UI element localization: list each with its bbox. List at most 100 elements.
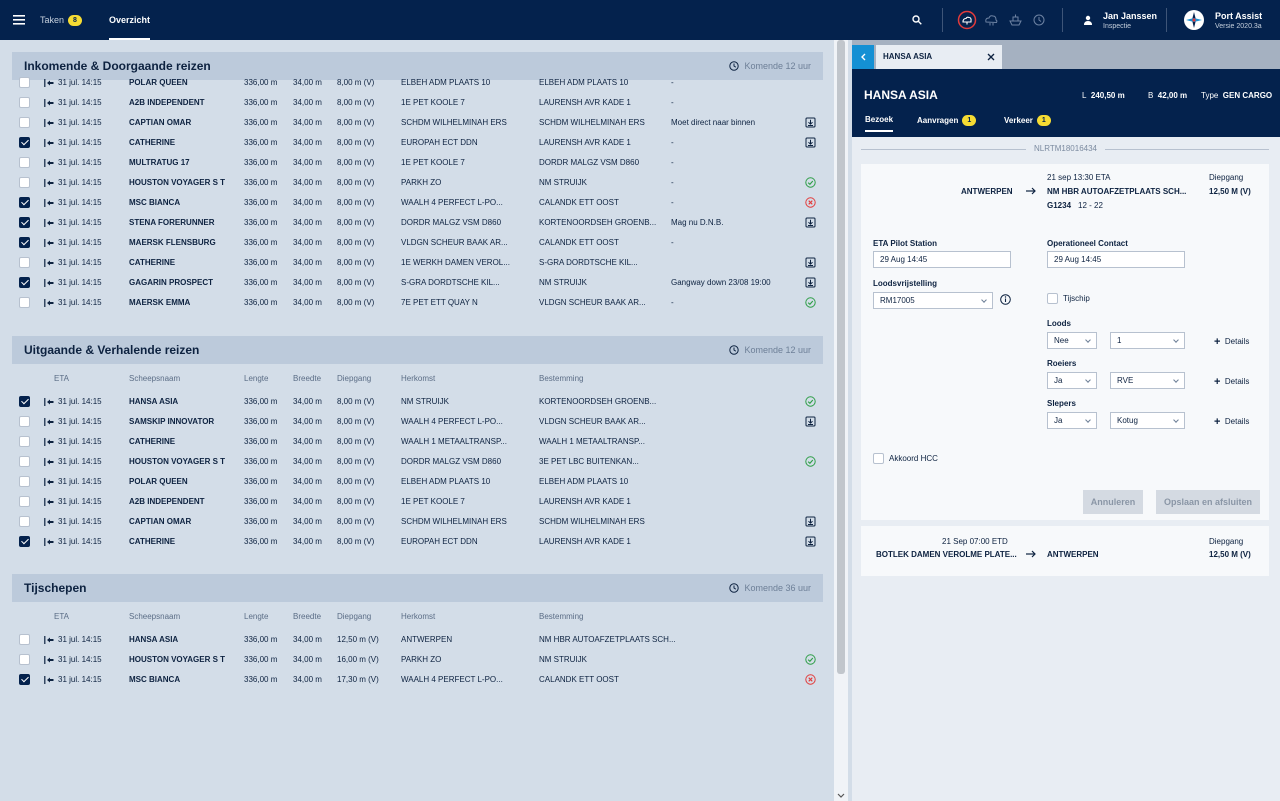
table-row[interactable]: 31 jul. 14:15 POLAR QUEEN 336,00 m 34,00 m 8… — [12, 73, 823, 93]
section-time-filter[interactable]: Komende 12 uur — [729, 52, 811, 80]
row-checkbox[interactable] — [19, 117, 30, 128]
table-row[interactable]: 31 jul. 14:15 GAGARIN PROSPECT 336,00 m 34,… — [12, 273, 823, 293]
nav-overview[interactable]: Overzicht — [109, 0, 151, 40]
row-checkbox[interactable] — [19, 536, 30, 547]
row-checkbox[interactable] — [19, 476, 30, 487]
column-header-length[interactable]: Lengte — [244, 612, 269, 621]
table-row[interactable]: 31 jul. 14:15 CATHERINE 336,00 m 34,00 m 8,0… — [12, 253, 823, 273]
section-time-filter[interactable]: Komende 12 uur — [729, 336, 811, 364]
download-icon[interactable] — [805, 536, 816, 550]
scrollbar[interactable] — [834, 40, 848, 801]
collapse-button[interactable] — [852, 45, 874, 69]
eta-pilot-input[interactable]: 29 Aug 14:45 — [873, 251, 1011, 268]
column-header-origin[interactable]: Herkomst — [401, 612, 436, 621]
table-row[interactable]: 31 jul. 14:15 CATHERINE 336,00 m 34,00 m 8,0… — [12, 532, 823, 552]
table-row[interactable]: 31 jul. 14:15 MAERSK EMMA 336,00 m 34,00 m 8… — [12, 293, 823, 313]
clock-icon[interactable] — [1032, 13, 1046, 27]
tab-aanvragen[interactable]: Aanvragen 1 — [917, 115, 977, 126]
tab-verkeer[interactable]: Verkeer 1 — [1004, 115, 1051, 126]
column-header-name[interactable]: Scheepsnaam — [129, 612, 181, 621]
column-header-draft[interactable]: Diepgang — [337, 374, 372, 383]
row-checkbox[interactable] — [19, 97, 30, 108]
table-row[interactable]: 31 jul. 14:15 MAERSK FLENSBURG 336,00 m 34,… — [12, 233, 823, 253]
table-row[interactable]: 31 jul. 14:15 HOUSTON VOYAGER S T 336,00 m… — [12, 452, 823, 472]
row-checkbox[interactable] — [19, 674, 30, 685]
row-checkbox[interactable] — [19, 237, 30, 248]
table-row[interactable]: 31 jul. 14:15 POLAR QUEEN 336,00 m 34,00 m 8… — [12, 472, 823, 492]
table-row[interactable]: 31 jul. 14:15 HANSA ASIA 336,00 m 34,00 m 12… — [12, 630, 823, 650]
row-checkbox[interactable] — [19, 654, 30, 665]
download-icon[interactable] — [805, 277, 816, 291]
table-row[interactable]: 31 jul. 14:15 CATHERINE 336,00 m 34,00 m 8,0… — [12, 432, 823, 452]
column-header-eta[interactable]: ETA — [54, 374, 69, 383]
row-checkbox[interactable] — [19, 137, 30, 148]
download-icon[interactable] — [805, 416, 816, 430]
roeiers-company-select[interactable]: RVE — [1110, 372, 1185, 389]
akkoord-hcc-checkbox[interactable] — [873, 453, 884, 464]
table-row[interactable]: 31 jul. 14:15 HOUSTON VOYAGER S T 336,00 m… — [12, 650, 823, 670]
row-checkbox[interactable] — [19, 456, 30, 467]
search-icon[interactable] — [911, 14, 923, 26]
column-header-origin[interactable]: Herkomst — [401, 374, 436, 383]
download-icon[interactable] — [805, 137, 816, 151]
row-checkbox[interactable] — [19, 297, 30, 308]
download-icon[interactable] — [805, 257, 816, 271]
table-row[interactable]: 31 jul. 14:15 A2B INDEPENDENT 336,00 m 34,0… — [12, 93, 823, 113]
table-row[interactable]: 31 jul. 14:15 CAPTIAN OMAR 336,00 m 34,00 m… — [12, 113, 823, 133]
table-row[interactable]: 31 jul. 14:15 STENA FORERUNNER 336,00 m 34,… — [12, 213, 823, 233]
row-checkbox[interactable] — [19, 77, 30, 88]
loods-select[interactable]: Nee — [1047, 332, 1097, 349]
cancel-button[interactable]: Annuleren — [1083, 490, 1143, 514]
row-checkbox[interactable] — [19, 516, 30, 527]
row-checkbox[interactable] — [19, 634, 30, 645]
column-header-destination[interactable]: Bestemming — [539, 374, 584, 383]
row-checkbox[interactable] — [19, 277, 30, 288]
roeiers-select[interactable]: Ja — [1047, 372, 1097, 389]
tijschip-checkbox[interactable] — [1047, 293, 1058, 304]
row-checkbox[interactable] — [19, 157, 30, 168]
ship-icon[interactable] — [1008, 13, 1022, 27]
scroll-down-icon[interactable] — [837, 791, 845, 798]
table-row[interactable]: 31 jul. 14:15 HANSA ASIA 336,00 m 34,00 m 8,… — [12, 392, 823, 412]
cloud-icon[interactable] — [984, 13, 998, 27]
detail-tab[interactable]: HANSA ASIA — [876, 45, 1002, 69]
table-row[interactable]: 31 jul. 14:15 CATHERINE 336,00 m 34,00 m 8,0… — [12, 133, 823, 153]
table-row[interactable]: 31 jul. 14:15 A2B INDEPENDENT 336,00 m 34,0… — [12, 492, 823, 512]
column-header-eta[interactable]: ETA — [54, 612, 69, 621]
tab-bezoek[interactable]: Bezoek — [865, 115, 894, 132]
row-checkbox[interactable] — [19, 197, 30, 208]
loods-details-link[interactable]: + Details — [1214, 336, 1249, 348]
row-checkbox[interactable] — [19, 416, 30, 427]
download-icon[interactable] — [805, 217, 816, 231]
column-header-destination[interactable]: Bestemming — [539, 612, 584, 621]
nav-tasks[interactable]: Taken 8 — [40, 0, 82, 40]
slepers-company-select[interactable]: Kotug — [1110, 412, 1185, 429]
row-checkbox[interactable] — [19, 257, 30, 268]
section-time-filter[interactable]: Komende 36 uur — [729, 574, 811, 602]
row-checkbox[interactable] — [19, 217, 30, 228]
row-checkbox[interactable] — [19, 177, 30, 188]
user-name[interactable]: Jan Janssen — [1103, 11, 1158, 21]
column-header-width[interactable]: Breedte — [293, 374, 322, 383]
row-checkbox[interactable] — [19, 496, 30, 507]
info-icon[interactable] — [1000, 294, 1011, 307]
download-icon[interactable] — [805, 516, 816, 530]
column-header-length[interactable]: Lengte — [244, 374, 269, 383]
column-header-name[interactable]: Scheepsnaam — [129, 374, 181, 383]
scrollbar-thumb[interactable] — [837, 40, 845, 674]
table-row[interactable]: 31 jul. 14:15 MSC BIANCA 336,00 m 34,00 m 8,… — [12, 193, 823, 213]
table-row[interactable]: 31 jul. 14:15 SAMSKIP INNOVATOR 336,00 m 34… — [12, 412, 823, 432]
close-icon[interactable] — [987, 53, 995, 61]
column-header-width[interactable]: Breedte — [293, 612, 322, 621]
roeiers-details-link[interactable]: + Details — [1214, 376, 1249, 388]
column-header-draft[interactable]: Diepgang — [337, 612, 372, 621]
slepers-select[interactable]: Ja — [1047, 412, 1097, 429]
table-row[interactable]: 31 jul. 14:15 CAPTIAN OMAR 336,00 m 34,00 m… — [12, 512, 823, 532]
loodsvrij-select[interactable]: RM17005 — [873, 292, 993, 309]
table-row[interactable]: 31 jul. 14:15 MSC BIANCA 336,00 m 34,00 m 17… — [12, 670, 823, 690]
download-icon[interactable] — [805, 117, 816, 131]
weather-alert-icon[interactable] — [957, 10, 977, 30]
table-row[interactable]: 31 jul. 14:15 MULTRATUG 17 336,00 m 34,00 m… — [12, 153, 823, 173]
row-checkbox[interactable] — [19, 396, 30, 407]
row-checkbox[interactable] — [19, 436, 30, 447]
